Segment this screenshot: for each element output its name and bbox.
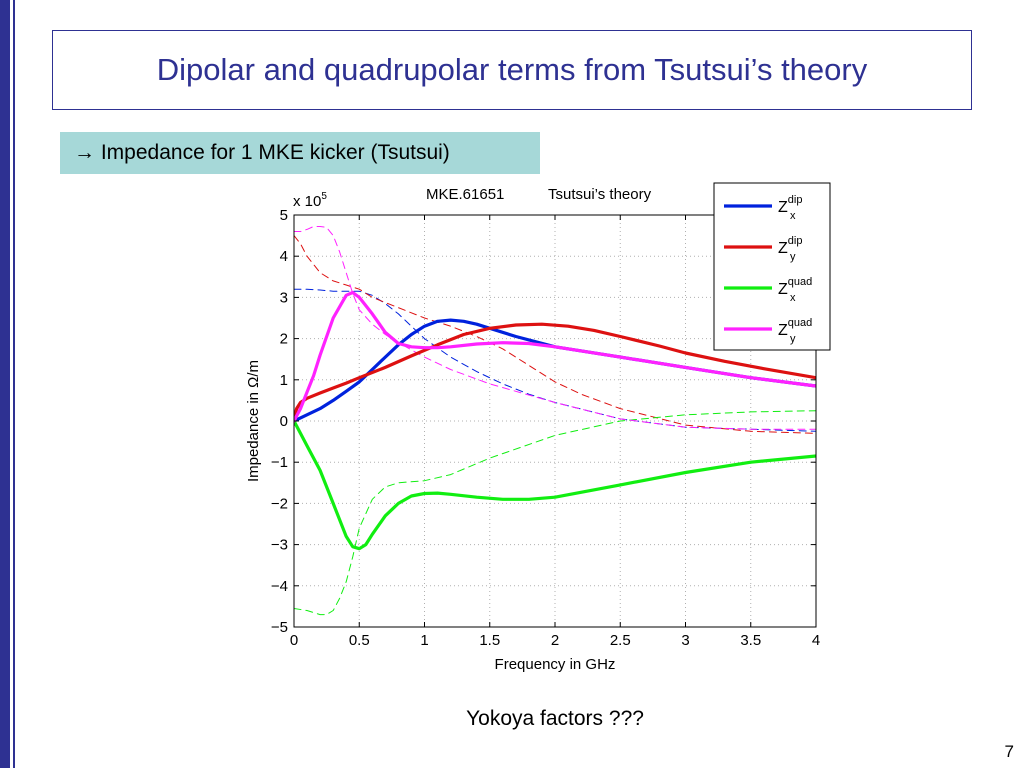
y-tick-label: −2: [271, 495, 288, 512]
y-tick-label: 2: [280, 331, 288, 348]
legend-label: Zdip y: [778, 235, 802, 263]
y-multiplier-base: x 10: [293, 193, 321, 210]
x-tick-label: 1: [420, 632, 428, 649]
y-axis-label: Impedance in Ω/m: [245, 360, 262, 482]
legend-label-sup: quad: [788, 276, 812, 288]
left-accent-line: [13, 0, 15, 768]
dashed-series-line-7: [294, 226, 816, 430]
legend-label-sup: dip: [788, 194, 803, 206]
solid-series-group: [294, 290, 816, 551]
x-tick-label: 2.5: [610, 632, 631, 649]
subtitle-box: → Impedance for 1 MKE kicker (Tsutsui): [60, 132, 540, 174]
series-line-3: [294, 290, 816, 423]
legend-label: Zquad y: [778, 317, 812, 345]
legend-label: Zquad x: [778, 276, 812, 304]
series-line-2: [294, 419, 816, 551]
y-tick-label: 4: [280, 248, 288, 265]
footer-text: Yokoya factors ???: [466, 707, 644, 730]
legend-label-base: Z: [778, 322, 788, 339]
legend-box: [713, 182, 831, 351]
chart-container: 0 0.5 1 1.5 2 2.5 3 3.5 4 5 4 3 2 1 0 −1 −2 −3 −4 −5 MKE.6…: [238, 180, 838, 680]
y-tick-label: −1: [271, 454, 288, 471]
left-accent-bar: [0, 0, 10, 768]
y-tick-label: −3: [271, 537, 288, 554]
page-number: 7: [1004, 742, 1014, 761]
x-tick-labels: 0 0.5 1 1.5 2 2.5 3 3.5 4: [290, 632, 820, 649]
arrow-right-icon: →: [74, 141, 101, 164]
slide-title: Dipolar and quadrupolar terms from Tsuts…: [156, 52, 868, 87]
x-tick-label: 3.5: [740, 632, 761, 649]
x-tick-label: 1.5: [479, 632, 500, 649]
dashed-series-line-6: [294, 410, 816, 616]
chart-title-left: MKE.61651: [426, 186, 504, 203]
y-tick-label: 5: [280, 207, 288, 224]
x-axis-label: Frequency in GHz: [495, 656, 616, 673]
y-tick-label: 1: [280, 372, 288, 389]
legend-label-sub: x: [790, 210, 796, 222]
y-multiplier-exp: 5: [321, 191, 327, 202]
legend-label-sup: quad: [788, 317, 812, 329]
legend-label-base: Z: [778, 240, 788, 257]
legend-label-sub: y: [790, 333, 796, 345]
subtitle-text: Impedance for 1 MKE kicker (Tsutsui): [100, 141, 450, 164]
legend-label: Zdip x: [778, 194, 802, 222]
chart-title-right: Tsutsui’s theory: [548, 186, 652, 203]
series-line-1: [294, 322, 816, 423]
x-tick-label: 3: [681, 632, 689, 649]
impedance-chart: 0 0.5 1 1.5 2 2.5 3 3.5 4 5 4 3 2 1 0 −1 −2 −3 −4 −5 MKE.6…: [245, 182, 831, 673]
title-box: Dipolar and quadrupolar terms from Tsuts…: [52, 30, 972, 110]
y-tick-labels: 5 4 3 2 1 0 −1 −2 −3 −4 −5: [271, 207, 288, 636]
x-tick-label: 4: [812, 632, 820, 649]
x-tick-label: 0.5: [349, 632, 370, 649]
legend-label-base: Z: [778, 199, 788, 216]
y-tick-label: 3: [280, 289, 288, 306]
y-tick-label: −4: [271, 578, 288, 595]
x-tick-label: 0: [290, 632, 298, 649]
y-tick-label: −5: [271, 619, 288, 636]
x-tick-label: 2: [551, 632, 559, 649]
legend-label-sub: y: [790, 251, 796, 263]
y-tick-label: 0: [280, 413, 288, 430]
legend-label-sub: x: [790, 292, 796, 304]
y-multiplier: x 105: [293, 191, 327, 210]
legend-label-sup: dip: [788, 235, 803, 247]
legend-label-base: Z: [778, 281, 788, 298]
